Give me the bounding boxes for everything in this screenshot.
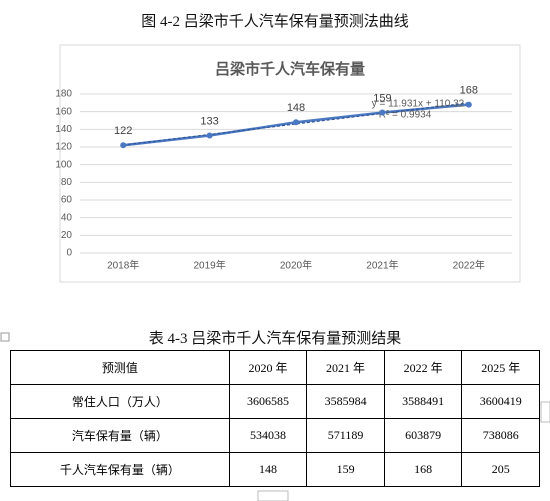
trendline bbox=[123, 102, 469, 146]
table-cell: 2020 年 bbox=[228, 350, 308, 385]
col-handle bbox=[540, 401, 550, 423]
x-tick-label: 2018年 bbox=[107, 259, 139, 272]
x-tick-label: 2020年 bbox=[280, 259, 312, 272]
table-caption: 表 4-3 吕梁市千人汽车保有量预测结果 bbox=[148, 331, 402, 347]
table-cell: 534038 bbox=[228, 418, 308, 453]
table-cell: 预测值 bbox=[10, 350, 230, 385]
data-label: 133 bbox=[200, 115, 218, 127]
result-table: 预测值 2020 年 2021 年 2022 年 2025 年常住人口（万人） 36065… bbox=[10, 350, 540, 487]
table-cell: 汽车保有量（辆） bbox=[10, 418, 230, 453]
point bbox=[465, 101, 472, 108]
point bbox=[379, 109, 386, 116]
table-cell: 168 bbox=[383, 452, 463, 487]
x-tick-label: 2022年 bbox=[453, 259, 485, 272]
point bbox=[120, 142, 127, 149]
table-cell: 3585984 bbox=[306, 384, 385, 419]
row-handle bbox=[257, 490, 289, 501]
table-cell: 571189 bbox=[306, 418, 385, 453]
table-cell: 603879 bbox=[383, 418, 463, 453]
table-cell: 3600419 bbox=[461, 384, 540, 419]
figure-caption: 图 4-2 吕梁市千人汽车保有量预测法曲线 bbox=[141, 14, 409, 30]
table-cell: 2022 年 bbox=[383, 350, 463, 385]
y-tick-label: 40 bbox=[61, 212, 73, 223]
table-cell: 3606585 bbox=[228, 384, 308, 419]
data-label: 122 bbox=[114, 125, 132, 137]
x-tick-label: 2019年 bbox=[193, 259, 225, 272]
data-label: 148 bbox=[287, 102, 305, 114]
point bbox=[293, 119, 299, 126]
chart-frame bbox=[59, 44, 521, 283]
data-label: 159 bbox=[373, 92, 391, 104]
chart: 吕梁市千人汽车保有量 0 20 40 60 80 100 120 140 160 180 2018年… bbox=[55, 44, 521, 283]
point bbox=[206, 132, 213, 139]
table-row: 千人汽车保有量（辆） 148 159 168 205 bbox=[10, 452, 540, 487]
trendline-equation: y = 11.931x + 110.32 bbox=[372, 99, 465, 110]
x-tick-label: 2021年 bbox=[366, 259, 398, 272]
y-tick-label: 160 bbox=[55, 106, 72, 117]
chart-title: 吕梁市千人汽车保有量 bbox=[215, 60, 365, 78]
table-cell: 千人汽车保有量（辆） bbox=[10, 452, 230, 487]
table-cell: 常住人口（万人） bbox=[10, 384, 230, 419]
y-tick-label: 120 bbox=[55, 142, 72, 153]
y-tick-label: 80 bbox=[61, 177, 73, 188]
data-label: 168 bbox=[460, 85, 478, 97]
y-tick-label: 180 bbox=[55, 89, 72, 100]
y-tick-label: 60 bbox=[61, 195, 73, 206]
table-row: 汽车保有量（辆） 534038 571189 603879 738086 bbox=[10, 418, 540, 453]
table-cell: 159 bbox=[306, 452, 385, 487]
table-row: 常住人口（万人） 3606585 3585984 3588491 3600419 bbox=[10, 384, 540, 419]
table-cell: 2021 年 bbox=[306, 350, 385, 385]
y-tick-label: 0 bbox=[66, 248, 72, 259]
table-cell: 205 bbox=[461, 452, 540, 487]
table-cell: 148 bbox=[228, 452, 308, 487]
trendline-r2: R² = 0.9934 bbox=[379, 110, 432, 121]
table-row: 预测值 2020 年 2021 年 2022 年 2025 年 bbox=[10, 350, 540, 385]
y-tick-label: 100 bbox=[55, 159, 72, 170]
y-tick-label: 20 bbox=[61, 230, 73, 241]
table-cell: 2025 年 bbox=[461, 350, 540, 385]
table-cell: 3588491 bbox=[383, 384, 463, 419]
y-tick-label: 140 bbox=[55, 124, 72, 135]
table-cell: 738086 bbox=[461, 418, 540, 453]
